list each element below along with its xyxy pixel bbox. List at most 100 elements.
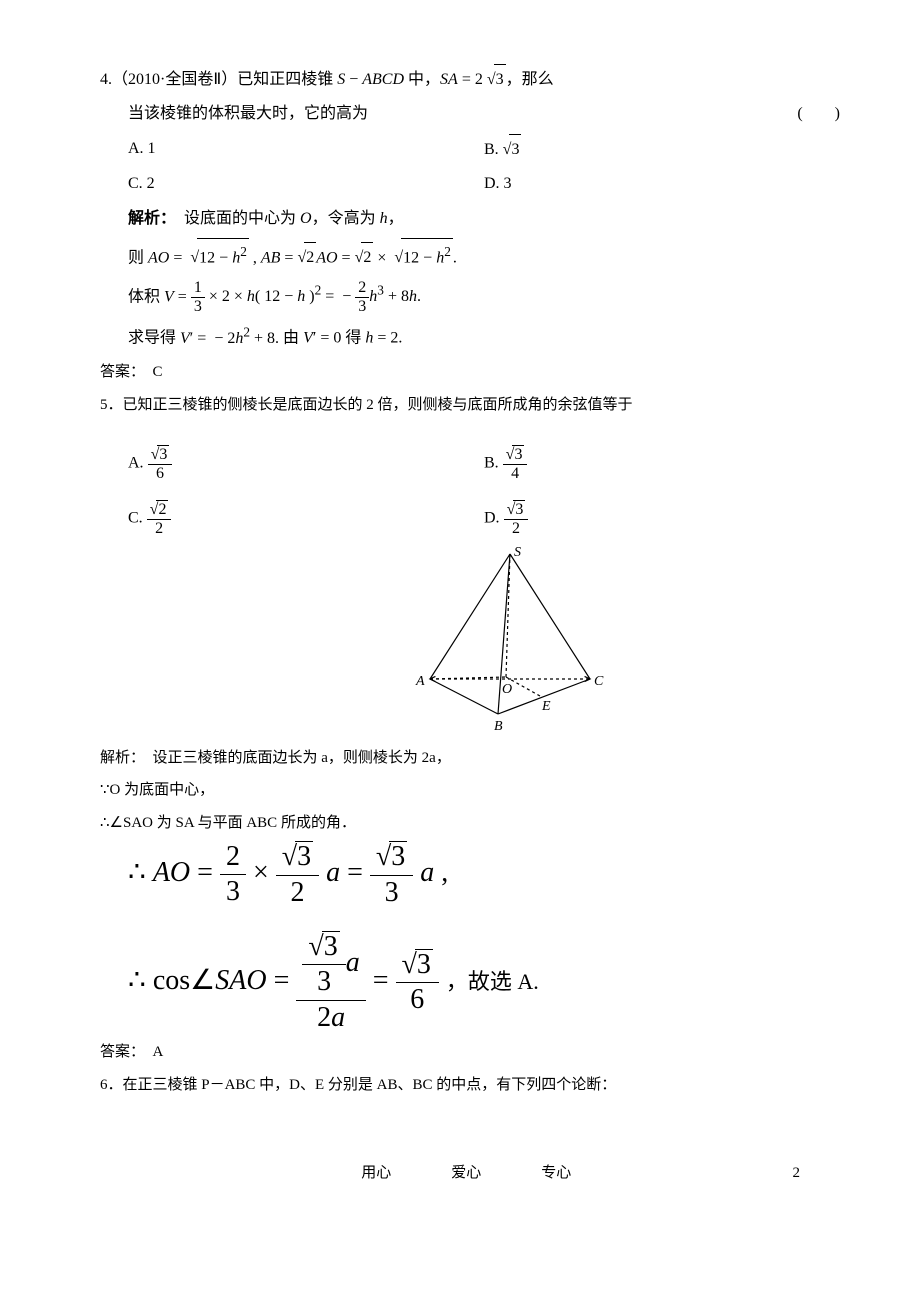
- q4-ans-label: 答案：: [100, 364, 145, 380]
- q5-optB-frac: 34: [503, 445, 528, 482]
- q5-optD-pre: D.: [484, 510, 504, 527]
- q4-frac23: 23: [355, 279, 369, 315]
- q5-therefore1: ∴ AO =: [128, 857, 220, 888]
- q4-line1: 4.（2010·全国卷Ⅱ）已知正四棱锥 S − ABCD 中，SA = 2 3，…: [100, 64, 840, 95]
- q5-options-row1: A. 36 B. 34: [100, 445, 840, 482]
- q5-ans-val: A: [153, 1044, 164, 1060]
- q4-sqrt-12h2: 12 − h2: [190, 238, 248, 274]
- svg-text:E: E: [541, 699, 551, 714]
- q5-optD-frac: 32: [504, 500, 529, 537]
- q5-optD: D. 32: [484, 500, 840, 537]
- q5-frac-s3-6: 36: [396, 949, 439, 1017]
- page-footer: 用心 爱心 专心 2: [100, 1159, 840, 1188]
- q4-ans-val: C: [153, 364, 163, 380]
- q6-text: 6．在正三棱锥 P－ABC 中，D、E 分别是 AB、BC 的中点，有下列四个论…: [100, 1071, 840, 1100]
- q4-optC: C. 2: [128, 169, 484, 199]
- q5-sol-line3: ∴∠SAO 为 SA 与平面 ABC 所成的角．: [100, 809, 840, 838]
- q4-h3: h3 + 8h.: [369, 288, 421, 305]
- q4-V: V: [164, 288, 174, 305]
- pyramid-diagram: S A C B O E: [410, 544, 610, 734]
- q4-minus: −: [345, 71, 362, 88]
- q4-sol-line2: 则 AO = 12 − h2 , AB = 2AO = 2 × 12 − h2.: [100, 238, 840, 274]
- q4-sol-text1b: ，令高为: [312, 210, 380, 227]
- q4-sqrt2a: 2: [297, 242, 316, 273]
- q4-eq: = 2: [458, 71, 487, 88]
- q4-eq2: =: [169, 249, 190, 266]
- q5-sol-line2: ∵O 为底面中心，: [100, 776, 840, 805]
- q4-sol-line3: 体积 V = 13 × 2 × h( 12 − h )2 = − 23h3 + …: [100, 278, 840, 316]
- q4-paren: ( ): [797, 99, 840, 129]
- q4-optB-rad: 3: [509, 134, 521, 165]
- q4-O: O: [300, 210, 312, 227]
- q5-text: 5．已知正三棱锥的侧棱长是底面边长的 2 倍，则侧棱与底面所成角的余弦值等于: [100, 391, 840, 420]
- q5-options-row2: C. 22 D. 32: [100, 500, 840, 537]
- q4-sqrt3: 3: [487, 64, 506, 95]
- footer-c: 专心: [541, 1159, 571, 1188]
- q5-a2: a ,: [420, 857, 448, 888]
- q4-options-row2: C. 2 D. 3: [100, 169, 840, 199]
- q4-eq4: =: [338, 249, 355, 266]
- q4-sqrt-12h2b: 12 − h2: [394, 238, 452, 274]
- footer-b: 爱心: [451, 1159, 481, 1188]
- q4-frac13: 13: [191, 279, 205, 315]
- q4-vprime: V′ = − 2h2 + 8.: [180, 330, 279, 347]
- q5-optB-pre: B.: [484, 454, 503, 471]
- q4-line2-text: 当该棱锥的体积最大时，它的高为: [128, 105, 368, 122]
- q5-sol-label: 解析：: [100, 750, 145, 766]
- q4-sol-line1: 解析： 设底面的中心为 O，令高为 h，: [100, 204, 840, 234]
- svg-text:O: O: [502, 682, 512, 697]
- q4-optD: D. 3: [484, 169, 840, 199]
- q4-sol-line4mid: 由: [279, 330, 303, 347]
- svg-text:C: C: [594, 674, 604, 689]
- q4-answer: 答案： C: [100, 358, 840, 387]
- q5-concl: ，故选 A.: [446, 969, 539, 994]
- q5-AO-eq: ∴ AO = 23 × 32 a = 33 a ,: [100, 841, 840, 909]
- q4-text-b: 中，: [404, 71, 440, 88]
- q4-h2: h = 2.: [365, 330, 402, 347]
- q5-diagram: S A C B O E: [410, 544, 840, 734]
- q5-sol-line1: 解析： 设正三棱锥的底面边长为 a，则侧棱长为 2a，: [100, 744, 840, 773]
- q4-sa: SA: [440, 71, 458, 88]
- q5-sol-text: 设正三棱锥的底面边长为 a，则侧棱长为 2a，: [153, 750, 451, 766]
- q5-frac23: 23: [220, 842, 246, 909]
- svg-text:B: B: [494, 719, 503, 734]
- q4-sol-label: 解析：: [128, 210, 176, 227]
- q4-line2: 当该棱锥的体积最大时，它的高为 ( ): [100, 99, 840, 129]
- q5-therefore2: ∴ cos∠SAO =: [128, 965, 296, 996]
- q5-optC: C. 22: [128, 500, 484, 537]
- q4-optB: B. 3: [484, 134, 840, 165]
- q4-vprime0: V′ = 0: [303, 330, 341, 347]
- q4-options-row1: A. 1 B. 3: [100, 134, 840, 165]
- q5-ans-label: 答案：: [100, 1044, 145, 1060]
- q4-text-c: ，那么: [506, 71, 554, 88]
- q4-sol-text1c: ，: [388, 210, 404, 227]
- q5-optA-frac: 36: [148, 445, 173, 482]
- q5-a1: a =: [326, 857, 370, 888]
- q4-sqrt2b: 2: [355, 242, 374, 273]
- q4-comma: ,: [249, 249, 261, 266]
- q5-times2: ×: [253, 857, 276, 888]
- q4-optB-pre: B.: [484, 141, 503, 158]
- q5-optC-pre: C.: [128, 510, 147, 527]
- q5-frac-s3-2: 32: [276, 841, 319, 909]
- q5-optA: A. 36: [128, 445, 484, 482]
- q5-optA-pre: A.: [128, 454, 148, 471]
- q4-dot1: .: [453, 249, 457, 266]
- q4-AB: AB: [261, 249, 281, 266]
- q4-sol-line2a: 则: [128, 249, 148, 266]
- q4-sol-line4a: 求导得: [128, 330, 180, 347]
- q5-optB: B. 34: [484, 445, 840, 482]
- q4-sol-text1: 设底面的中心为: [184, 210, 300, 227]
- footer-center: 用心 爱心 专心: [361, 1159, 571, 1188]
- footer-a: 用心: [361, 1159, 391, 1188]
- footer-page: 2: [792, 1159, 800, 1188]
- q4-AO: AO: [148, 249, 169, 266]
- q4-h: h: [380, 210, 388, 227]
- q4-abcd: ABCD: [362, 71, 404, 88]
- q4-times: ×: [373, 249, 394, 266]
- q4-optB-sqrt: 3: [503, 134, 522, 165]
- svg-text:A: A: [415, 674, 425, 689]
- q4-sol-line4: 求导得 V′ = − 2h2 + 8. 由 V′ = 0 得 h = 2.: [100, 319, 840, 354]
- svg-text:S: S: [514, 545, 521, 560]
- q4-eq3: =: [280, 249, 297, 266]
